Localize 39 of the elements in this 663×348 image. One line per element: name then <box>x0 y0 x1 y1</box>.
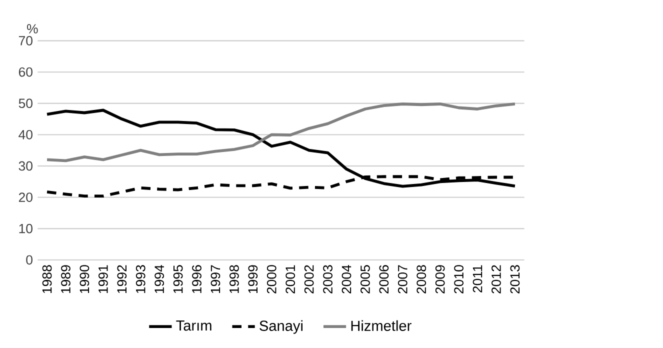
x-tick-label: 1997 <box>210 265 220 293</box>
x-tick-label: 2012 <box>492 265 501 294</box>
x-tick-label: 1993 <box>136 264 146 293</box>
y-axis-title: % <box>27 24 38 34</box>
x-tick-label: 2013 <box>510 264 520 294</box>
x-tick-label: 1992 <box>117 265 127 293</box>
y-tick-label: 20 <box>18 192 32 202</box>
y-tick-label: 10 <box>19 224 32 234</box>
x-tick-label: 2005 <box>360 264 370 294</box>
x-tick-label: 1989 <box>61 264 70 293</box>
x-tick-label: 2011 <box>472 265 482 292</box>
x-tick-label: 2006 <box>379 264 389 294</box>
y-tick-label: 30 <box>18 161 32 170</box>
legend-label: Hizmetler <box>351 320 412 331</box>
legend-label: Sanayi <box>260 320 302 334</box>
x-tick-label: 1998 <box>230 264 239 293</box>
x-tick-label: 2010 <box>454 264 464 294</box>
y-tick-label: 50 <box>18 98 32 108</box>
y-tick-label: 40 <box>18 130 32 140</box>
y-tick-label: 70 <box>18 36 32 46</box>
x-tick-label: 2001 <box>286 265 296 294</box>
x-tick-label: 2008 <box>416 264 426 294</box>
x-tick-label: 2003 <box>323 264 332 294</box>
y-tick-label: 60 <box>18 67 32 77</box>
x-tick-label: 1991 <box>98 265 108 293</box>
x-tick-label: 2004 <box>342 264 352 294</box>
x-tick-label: 1996 <box>192 264 202 293</box>
x-tick-label: 2000 <box>266 264 276 294</box>
line-series <box>46 102 516 162</box>
x-tick-label: 1988 <box>42 264 52 293</box>
x-tick-label: 2009 <box>435 264 445 294</box>
x-tick-label: 1990 <box>80 264 90 293</box>
x-tick-label: 1999 <box>248 264 258 293</box>
x-tick-label: 2007 <box>398 265 408 294</box>
x-tick-label: 2002 <box>304 265 314 294</box>
x-tick-label: 1995 <box>173 264 183 293</box>
x-tick-label: 1994 <box>154 264 164 293</box>
y-tick-label: 0 <box>26 255 32 264</box>
legend-label: Tarım <box>176 320 212 330</box>
